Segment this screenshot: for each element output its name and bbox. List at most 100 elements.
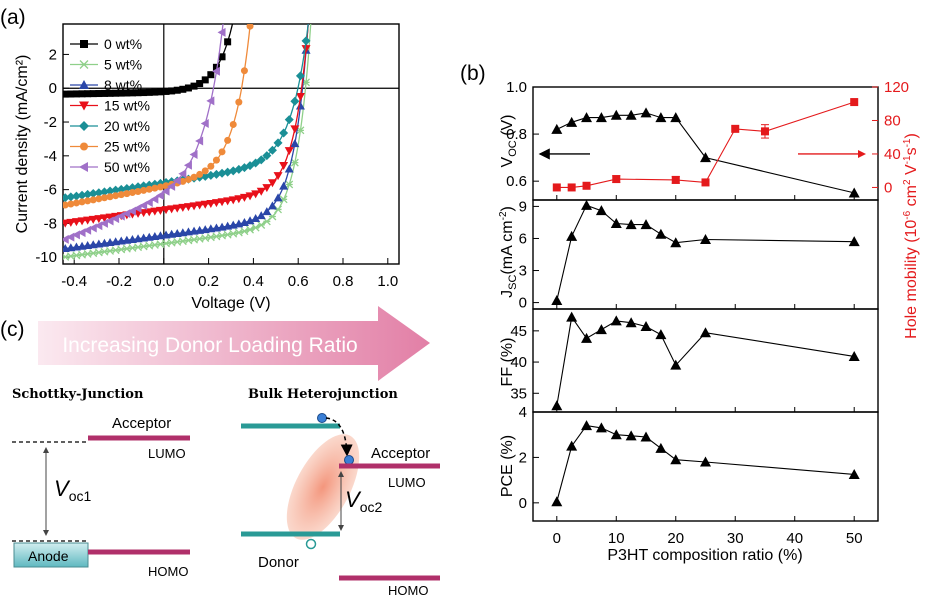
- iv-point: [229, 120, 237, 128]
- iv-y-tick-label: 2: [49, 46, 57, 63]
- mobility-y-tick-label: 0: [884, 179, 892, 196]
- iv-point: [172, 204, 182, 213]
- iv-point: [256, 187, 266, 196]
- iv-point: [200, 119, 209, 129]
- performance-x-tick-label: 40: [786, 530, 803, 547]
- iv-point: [290, 96, 300, 106]
- ff-y-tick-label: 45: [510, 323, 527, 340]
- anode-label: Anode: [28, 548, 69, 564]
- voc-y-tick-label: 0.8: [506, 126, 527, 143]
- legend-label: 0 wt%: [104, 36, 142, 52]
- jsc-frame: [532, 199, 879, 310]
- iv-point: [123, 190, 131, 198]
- iv-point: [212, 156, 220, 164]
- iv-point: [72, 90, 80, 98]
- iv-point: [63, 193, 70, 203]
- voc-point: [700, 152, 711, 163]
- iv-curve-2: [65, 24, 309, 250]
- voc-point: [595, 112, 607, 123]
- voc-axis-label: VOC (V): [499, 115, 519, 168]
- pce-point: [551, 496, 563, 507]
- iv-point: [179, 85, 187, 93]
- iv-point: [155, 206, 165, 215]
- schottky-voc-label: Voc1: [54, 476, 91, 504]
- iv-point: [63, 201, 69, 209]
- ff-point: [595, 324, 607, 335]
- iv-point: [100, 194, 108, 202]
- iv-y-tick-label: -10: [35, 249, 57, 266]
- iv-point: [88, 215, 98, 224]
- legend-label: 20 wt%: [104, 118, 150, 134]
- legend-label: 8 wt%: [104, 77, 142, 93]
- voc-point: [848, 187, 860, 198]
- mobility-point: [671, 175, 680, 184]
- mobility-point: [731, 124, 740, 133]
- iv-point: [184, 84, 192, 92]
- ff-axis-label: FF (%): [499, 338, 516, 387]
- iv-point: [66, 218, 76, 227]
- iv-point: [223, 197, 233, 206]
- iv-curve-3: [65, 24, 309, 224]
- voc-y-tick-label: 1.0: [506, 79, 527, 96]
- ff-frame: [532, 308, 879, 413]
- iv-point: [145, 88, 153, 96]
- iv-point: [116, 184, 126, 194]
- iv-point: [211, 169, 221, 179]
- ff-point: [625, 317, 637, 328]
- iv-point: [144, 197, 153, 207]
- iv-point: [140, 89, 148, 97]
- iv-point: [218, 148, 226, 156]
- jsc-point: [655, 228, 667, 239]
- iv-point: [256, 211, 266, 220]
- voc-point: [551, 123, 563, 134]
- iv-point: [112, 89, 120, 97]
- iv-x-tick-label: 0.0: [153, 273, 174, 290]
- iv-point: [111, 185, 121, 195]
- iv-point: [167, 181, 176, 191]
- jsc-point: [848, 236, 860, 247]
- iv-point: [178, 169, 187, 179]
- exciton-blob: [286, 434, 360, 540]
- iv-point: [140, 186, 148, 194]
- iv-point: [200, 200, 210, 209]
- voc-point: [640, 107, 652, 118]
- iv-point: [105, 186, 115, 196]
- mobility-axis-label: Hole mobility (10-6 cm2 V-1s-1): [902, 133, 920, 339]
- schottky-title: Schottky-Junction: [12, 387, 144, 402]
- ff-point: [700, 327, 711, 338]
- iv-point: [133, 203, 142, 213]
- iv-point: [77, 190, 87, 200]
- performance-x-tick-label: 0: [553, 530, 561, 547]
- bhj-homo-label: HOMO: [388, 583, 428, 597]
- iv-point: [211, 199, 221, 208]
- iv-point: [262, 184, 272, 193]
- iv-point: [295, 93, 305, 102]
- ff-point: [566, 311, 578, 322]
- iv-point: [123, 89, 131, 97]
- iv-point: [296, 126, 305, 135]
- iv-point: [167, 205, 177, 214]
- iv-series: [63, 24, 312, 261]
- iv-curve-4: [65, 24, 309, 199]
- jsc-y-tick-label: 6: [519, 230, 527, 247]
- pce-frame: [532, 411, 879, 522]
- iv-point: [196, 170, 204, 178]
- iv-point: [72, 199, 80, 207]
- iv-point: [279, 161, 289, 170]
- performance-x-tick-label: 50: [846, 530, 863, 547]
- jsc-point: [551, 294, 563, 305]
- pce-y-tick-label: 0: [519, 495, 527, 512]
- voc-point: [670, 112, 682, 123]
- iv-point: [284, 115, 294, 125]
- iv-point: [77, 217, 87, 226]
- iv-y-tick-label: 0: [49, 80, 57, 97]
- iv-point: [251, 158, 261, 168]
- bhj-lumo-label: LUMO: [388, 475, 426, 490]
- iv-point: [88, 189, 98, 199]
- pce-point: [625, 430, 637, 441]
- mobility-point: [850, 98, 859, 107]
- iv-point: [128, 89, 136, 97]
- iv-point: [172, 176, 181, 186]
- voc-point: [625, 109, 637, 120]
- pce-y-tick-label: 4: [519, 404, 527, 421]
